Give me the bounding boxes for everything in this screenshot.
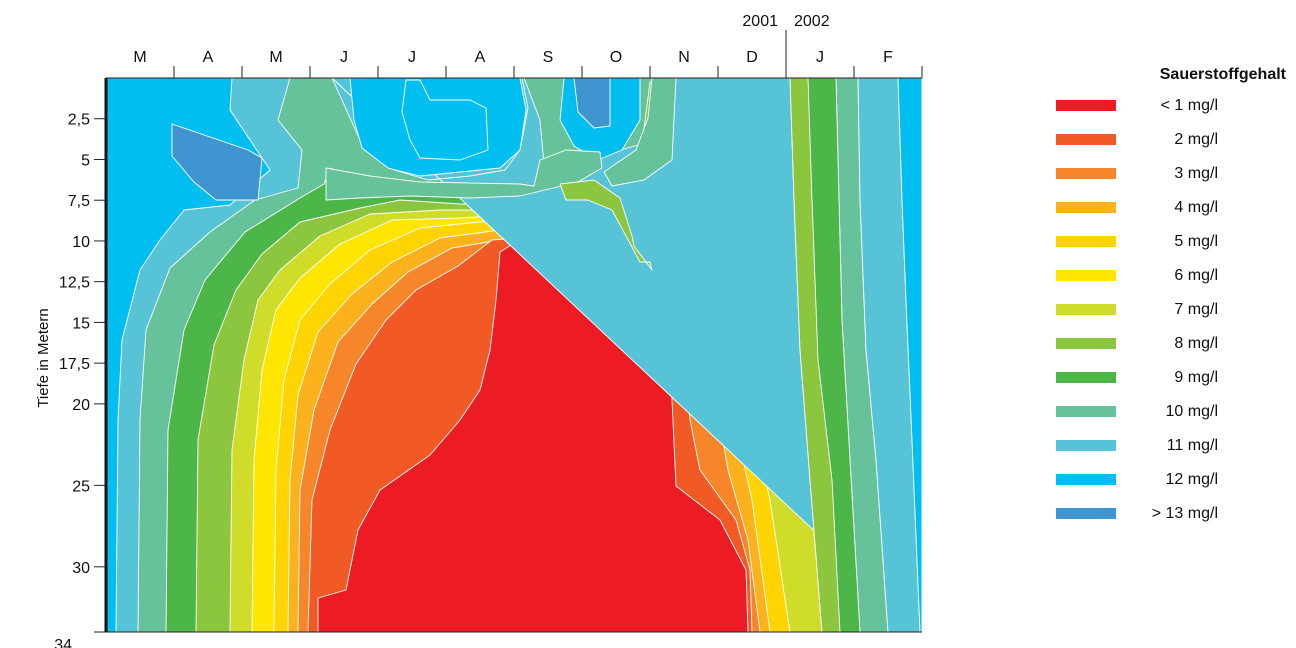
legend-swatch (1056, 202, 1116, 213)
legend-item: 7 mg/l (1056, 300, 1286, 334)
year-label: 2002 (794, 13, 830, 30)
y-tick-label: 15 (72, 315, 90, 332)
legend-label: < 1 mg/l (1160, 97, 1218, 114)
legend-swatch (1056, 304, 1116, 315)
month-label: M (133, 49, 146, 66)
legend-item: 12 mg/l (1056, 470, 1286, 504)
year-label: 2001 (742, 13, 778, 30)
y-tick-label: 20 (72, 397, 90, 414)
legend-swatch (1056, 236, 1116, 247)
legend-item: > 13 mg/l (1056, 504, 1286, 538)
legend-swatch (1056, 474, 1116, 485)
legend-item: 6 mg/l (1056, 266, 1286, 300)
legend-item: 9 mg/l (1056, 368, 1286, 402)
month-label: F (883, 49, 893, 66)
legend-swatch (1056, 440, 1116, 451)
month-label: N (678, 49, 690, 66)
y-tick-label: 30 (72, 560, 90, 577)
legend-swatch (1056, 100, 1116, 111)
legend-label: 5 mg/l (1174, 233, 1218, 250)
month-label: J (816, 49, 824, 66)
legend-label: 4 mg/l (1174, 199, 1218, 216)
month-label: J (340, 49, 348, 66)
y-tick-label: 12,5 (59, 275, 90, 292)
contour-band-21 (559, 179, 653, 271)
y-tick-label: 10 (72, 234, 90, 251)
legend-swatch (1056, 508, 1116, 519)
legend-item: < 1 mg/l (1056, 96, 1286, 130)
month-label: A (475, 49, 486, 66)
y-tick-label: 34 (54, 637, 72, 648)
legend-label: 11 mg/l (1166, 437, 1218, 454)
legend-item: 2 mg/l (1056, 130, 1286, 164)
month-label: D (746, 49, 758, 66)
month-label: S (543, 49, 554, 66)
legend-label: > 13 mg/l (1151, 505, 1218, 522)
legend-swatch (1056, 372, 1116, 383)
contour-layers (105, 77, 923, 633)
legend-item: 3 mg/l (1056, 164, 1286, 198)
contour-band-24 (897, 77, 923, 633)
legend-item: 4 mg/l (1056, 198, 1286, 232)
y-tick-label: 17,5 (59, 356, 90, 373)
month-label: J (408, 49, 416, 66)
legend-label: 7 mg/l (1174, 301, 1218, 318)
contour-band-14 (603, 77, 677, 187)
legend-label: 9 mg/l (1174, 369, 1218, 386)
legend-title: Sauerstoffgehalt (1159, 66, 1286, 83)
y-tick-label: 7,5 (68, 193, 90, 210)
legend-swatch (1056, 406, 1116, 417)
legend-swatch (1056, 270, 1116, 281)
y-tick-label: 2,5 (68, 112, 90, 129)
axes: M A M J J A S O N D J F 2001 2002 2,5 5 7,5 10 12,5 15 17,5 2… (54, 13, 923, 648)
legend-label: 12 mg/l (1165, 471, 1218, 488)
month-label: O (610, 49, 622, 66)
y-tick-label: 25 (72, 478, 90, 495)
legend-item: 8 mg/l (1056, 334, 1286, 368)
contour-band-19 (325, 149, 603, 201)
legend-label: 3 mg/l (1174, 165, 1218, 182)
legend-label: 10 mg/l (1165, 403, 1218, 420)
legend: Sauerstoffgehalt < 1 mg/l 2 mg/l 3 mg/l 4 m… (1056, 66, 1286, 538)
legend-item: 10 mg/l (1056, 402, 1286, 436)
legend-item: 11 mg/l (1056, 436, 1286, 470)
y-axis-label: Tiefe in Metern (35, 308, 52, 408)
legend-label: 6 mg/l (1174, 267, 1218, 284)
legend-swatch (1056, 168, 1116, 179)
month-label: M (269, 49, 282, 66)
month-label: A (203, 49, 214, 66)
contour-band-20 (171, 123, 263, 201)
legend-item: 5 mg/l (1056, 232, 1286, 266)
legend-swatch (1056, 338, 1116, 349)
legend-label: 2 mg/l (1174, 131, 1218, 148)
y-tick-label: 5 (81, 152, 90, 169)
legend-label: 8 mg/l (1174, 335, 1218, 352)
legend-swatch (1056, 134, 1116, 145)
legend-rows: < 1 mg/l 2 mg/l 3 mg/l 4 mg/l 5 mg/l 6 mg/l 7 … (1056, 96, 1286, 538)
contour-band-18 (401, 79, 489, 161)
